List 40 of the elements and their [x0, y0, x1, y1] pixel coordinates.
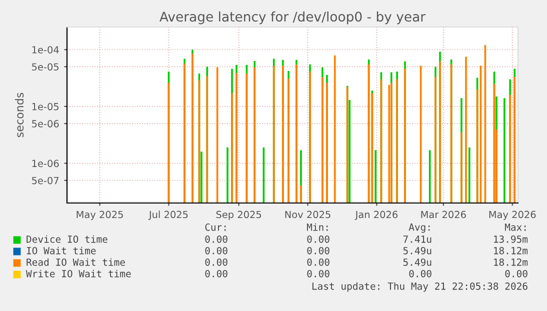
chart-title: Average latency for /dev/loop0 - by year: [160, 11, 426, 24]
x-tick-label: Nov 2025: [285, 210, 330, 218]
y-axis-title: seconds: [15, 92, 24, 138]
text: 0.00: [307, 246, 330, 254]
text: 7.41u: [403, 236, 432, 243]
text: 18.12m: [494, 258, 528, 266]
x-tick-label: Mar 2026: [421, 210, 466, 218]
text: 0.00: [205, 270, 228, 278]
text: 0.00: [409, 270, 432, 278]
legend-label: Read IO Wait time: [26, 258, 125, 266]
text: 0.00: [205, 258, 228, 266]
x-tick-label: May 2025: [76, 210, 123, 220]
text: 0.00: [307, 258, 330, 266]
x-tick-label: May 2026: [489, 210, 536, 220]
text: 0.00: [205, 235, 228, 243]
text: Avg:: [408, 224, 430, 233]
text: 18.12m: [494, 246, 528, 254]
x-tick-label: Jan 2026: [354, 210, 398, 220]
y-tick-label: 1e-04: [32, 46, 59, 54]
text: Cur:: [205, 223, 226, 231]
text: 5.49u: [403, 246, 432, 254]
text: 5.49u: [403, 258, 432, 266]
text: 0.00: [205, 246, 228, 254]
y-tick-label: 1e-05: [32, 102, 59, 110]
y-tick-label: 5e-06: [32, 120, 59, 128]
y-tick-label: 5e-07: [32, 176, 59, 184]
text: 0.00: [307, 270, 330, 278]
legend-label: Write IO Wait time: [26, 270, 131, 278]
legend-label: IO Wait time: [26, 246, 96, 254]
y-tick-label: 1e-06: [32, 160, 59, 168]
x-tick-label: Sep 2025: [216, 210, 262, 220]
text: 0.00: [505, 270, 528, 278]
y-tick-label: 5e-05: [32, 63, 59, 71]
text: 0.00: [307, 235, 330, 243]
text: 13.95m: [494, 235, 528, 243]
text: Min:: [306, 223, 328, 231]
text: Max:: [504, 224, 526, 231]
text: Last update: Thu May 21 22:05:38 2026: [312, 282, 528, 292]
x-tick-label: Jul 2025: [148, 210, 188, 220]
legend-label: Device IO time: [26, 235, 108, 243]
